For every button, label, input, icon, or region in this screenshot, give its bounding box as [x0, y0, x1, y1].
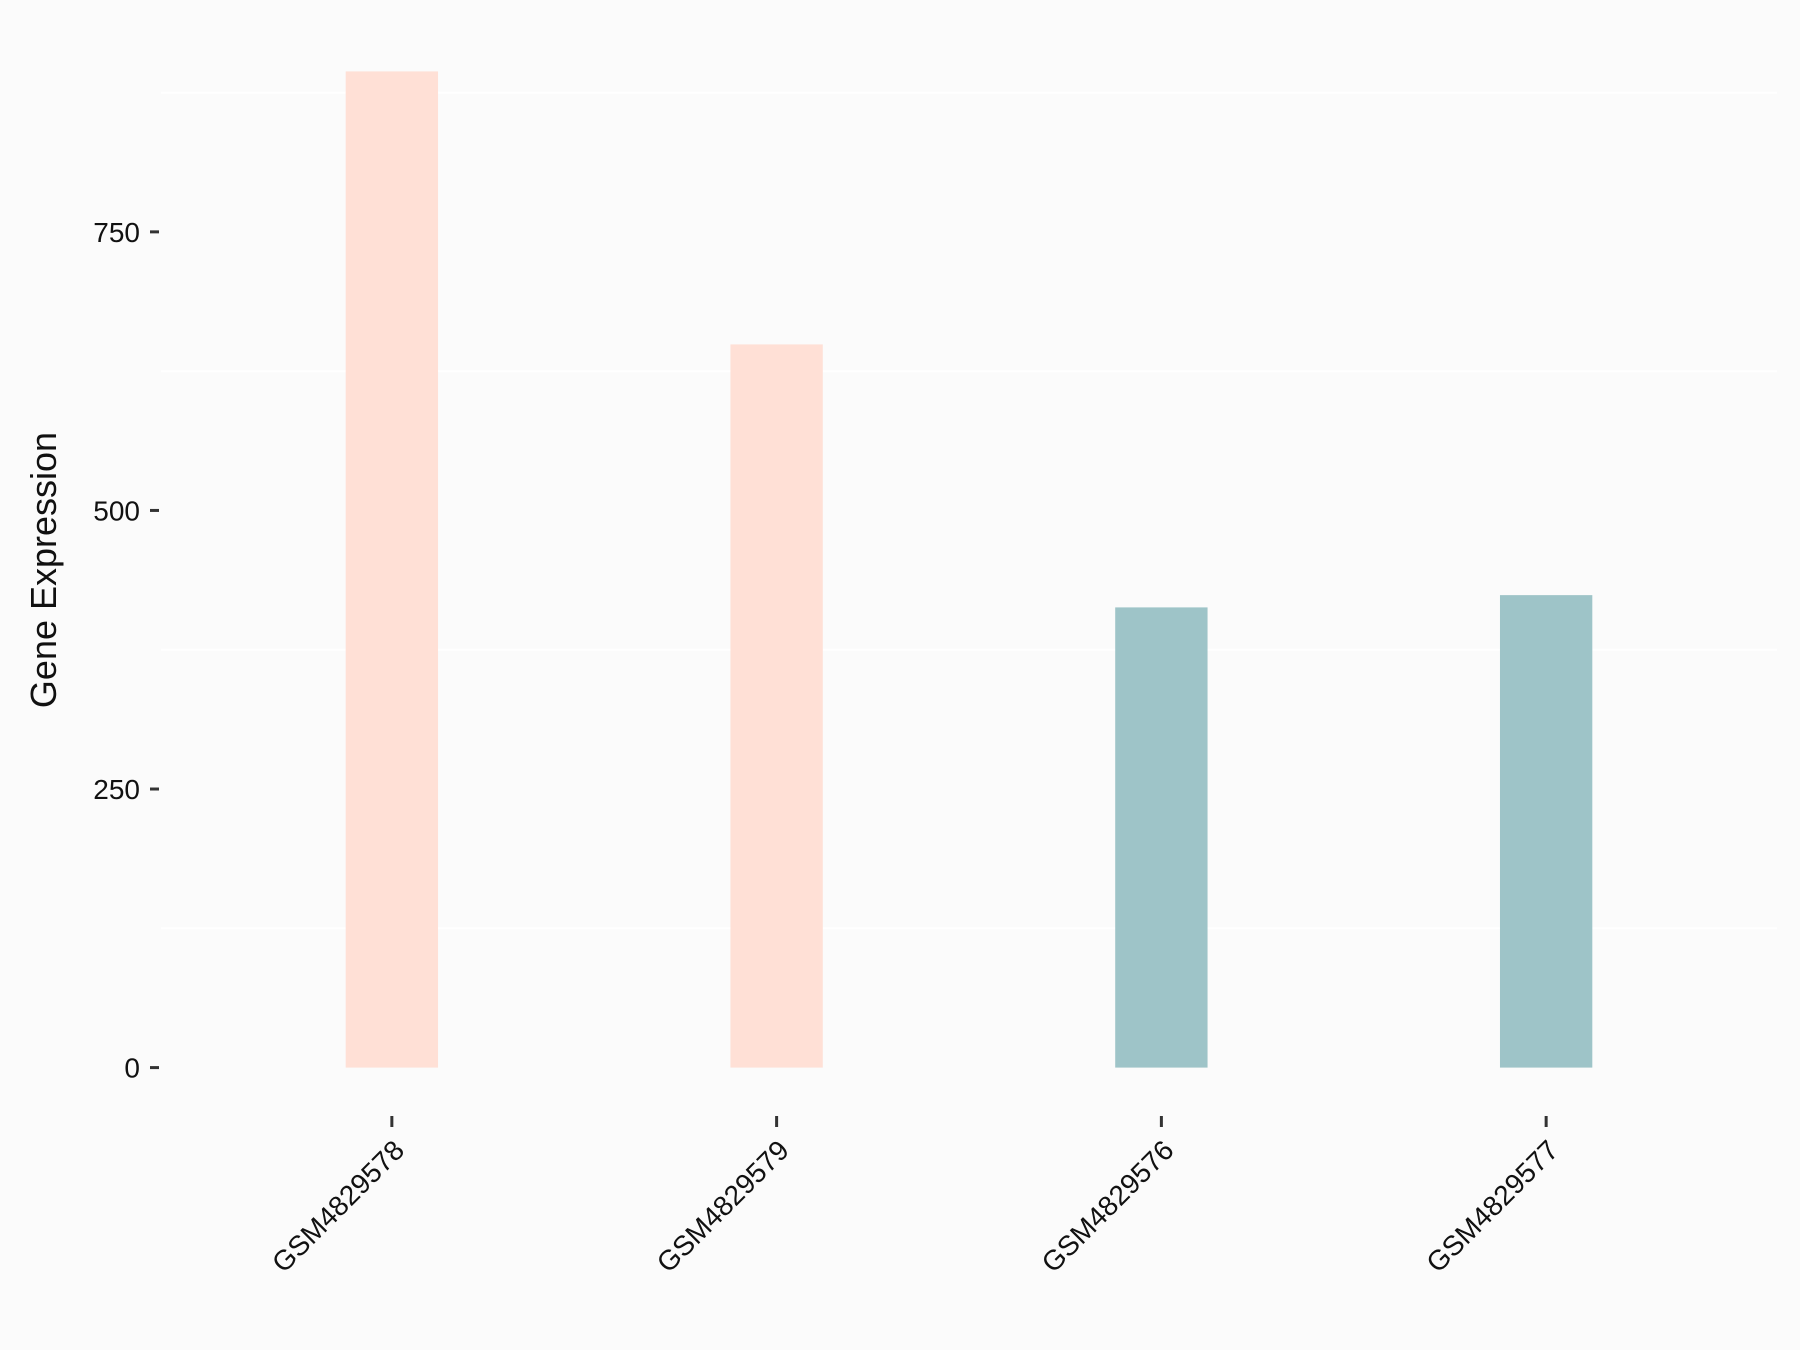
bar [1115, 607, 1208, 1068]
y-tick-label: 250 [93, 774, 140, 805]
bar [345, 71, 439, 1068]
bar [1499, 595, 1593, 1068]
y-tick-label: 500 [93, 495, 140, 526]
bar [730, 344, 823, 1068]
y-tick-label: 750 [93, 217, 140, 248]
y-axis-title: Gene Expression [23, 432, 64, 708]
y-tick-label: 0 [124, 1053, 140, 1084]
